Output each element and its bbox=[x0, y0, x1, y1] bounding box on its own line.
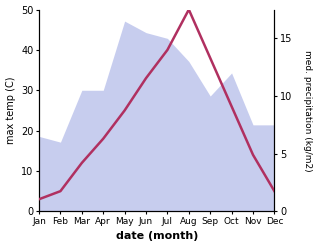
Y-axis label: max temp (C): max temp (C) bbox=[5, 77, 16, 144]
X-axis label: date (month): date (month) bbox=[115, 231, 198, 242]
Y-axis label: med. precipitation (kg/m2): med. precipitation (kg/m2) bbox=[303, 50, 313, 171]
